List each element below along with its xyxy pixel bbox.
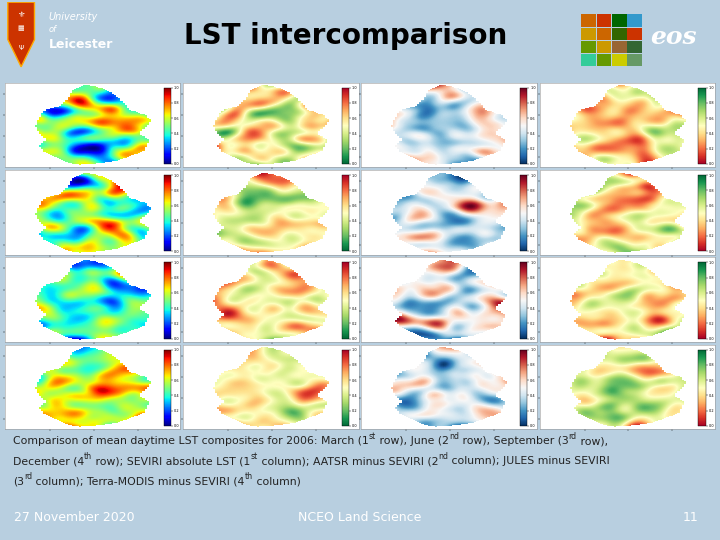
Text: (3: (3 — [13, 476, 24, 486]
Bar — [612, 40, 626, 53]
Bar — [581, 54, 596, 66]
Text: nd: nd — [438, 452, 449, 461]
Text: December (4: December (4 — [13, 456, 84, 466]
Bar — [627, 54, 642, 66]
Bar — [581, 15, 596, 27]
Bar — [597, 40, 611, 53]
Text: rd: rd — [569, 433, 577, 441]
Text: ▦: ▦ — [18, 25, 24, 31]
Bar — [597, 15, 611, 27]
Text: st: st — [251, 452, 258, 461]
Bar — [627, 40, 642, 53]
Text: University: University — [48, 12, 98, 22]
Text: 11: 11 — [683, 511, 698, 524]
Text: ⚜: ⚜ — [17, 10, 25, 19]
Text: row),: row), — [577, 436, 608, 446]
Bar — [612, 54, 626, 66]
Text: st: st — [369, 433, 376, 441]
Text: th: th — [84, 452, 92, 461]
Text: rd: rd — [24, 472, 32, 481]
Text: of: of — [48, 25, 57, 34]
Text: th: th — [245, 472, 253, 481]
Bar — [597, 54, 611, 66]
Text: column); JULES minus SEVIRI: column); JULES minus SEVIRI — [449, 456, 610, 466]
Bar — [627, 15, 642, 27]
Bar — [612, 15, 626, 27]
Text: column): column) — [253, 476, 300, 486]
Bar — [597, 28, 611, 40]
Text: Leicester: Leicester — [48, 38, 113, 51]
Text: row); SEVIRI absolute LST (1: row); SEVIRI absolute LST (1 — [92, 456, 251, 466]
Text: LST intercomparison: LST intercomparison — [184, 22, 507, 50]
Bar — [581, 28, 596, 40]
Text: Comparison of mean daytime LST composites for 2006: March (1: Comparison of mean daytime LST composite… — [13, 436, 369, 446]
Bar — [627, 28, 642, 40]
Polygon shape — [8, 2, 35, 67]
Bar — [581, 40, 596, 53]
Text: Ψ: Ψ — [19, 45, 24, 51]
Text: NCEO Land Science: NCEO Land Science — [298, 511, 422, 524]
Text: nd: nd — [449, 433, 459, 441]
Text: column); Terra-MODIS minus SEVIRI (4: column); Terra-MODIS minus SEVIRI (4 — [32, 476, 245, 486]
Text: eos: eos — [650, 25, 696, 49]
Bar — [612, 28, 626, 40]
Text: row), September (3: row), September (3 — [459, 436, 569, 446]
Text: 27 November 2020: 27 November 2020 — [14, 511, 135, 524]
Text: column); AATSR minus SEVIRI (2: column); AATSR minus SEVIRI (2 — [258, 456, 438, 466]
Text: row), June (2: row), June (2 — [376, 436, 449, 446]
